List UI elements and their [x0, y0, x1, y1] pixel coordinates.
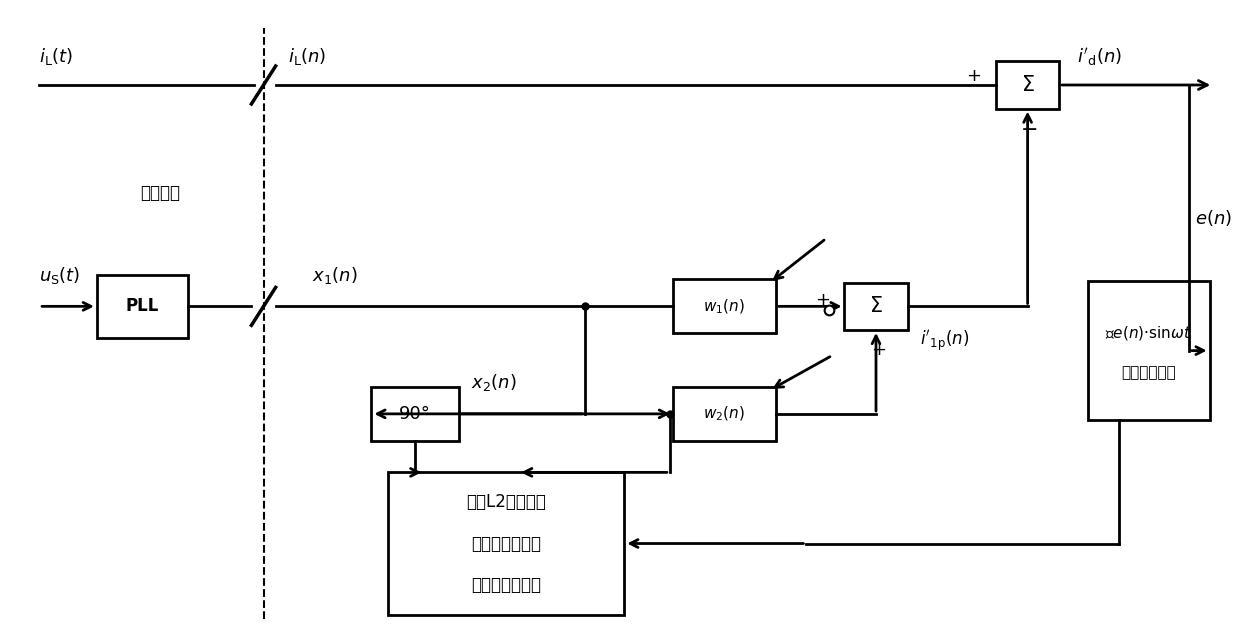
Text: 同步采样: 同步采样	[140, 184, 181, 202]
Text: $i'_\mathrm{d}(n)$: $i'_\mathrm{d}(n)$	[1078, 45, 1123, 68]
Text: 步长自适应算法: 步长自适应算法	[471, 575, 541, 593]
Text: 90°: 90°	[399, 405, 431, 423]
Bar	[1088, 281, 1209, 420]
Bar	[372, 387, 458, 441]
Text: 正跟踪误差的变: 正跟踪误差的变	[471, 535, 541, 553]
Bar	[845, 283, 907, 330]
Text: $e(n)$: $e(n)$	[1194, 208, 1232, 228]
Text: $x_1(n)$: $x_1(n)$	[312, 265, 358, 286]
Text: $i_\mathrm{L}(t)$: $i_\mathrm{L}(t)$	[40, 46, 73, 67]
Bar	[996, 61, 1059, 108]
Text: $x_2(n)$: $x_2(n)$	[471, 372, 517, 393]
Text: −: −	[1021, 120, 1038, 140]
Text: +: +	[966, 66, 981, 84]
Text: PLL: PLL	[125, 297, 159, 315]
Text: +: +	[815, 291, 830, 309]
Text: $\Sigma$: $\Sigma$	[869, 297, 883, 316]
Bar	[97, 275, 188, 338]
Text: $\Sigma$: $\Sigma$	[1021, 75, 1035, 95]
Text: +: +	[871, 341, 886, 359]
Bar	[673, 279, 776, 333]
Bar	[673, 387, 776, 441]
Text: 进行积分处理: 进行积分处理	[1121, 366, 1176, 380]
Text: $u_\mathrm{S}(t)$: $u_\mathrm{S}(t)$	[40, 265, 81, 286]
Text: $i_\mathrm{L}(n)$: $i_\mathrm{L}(n)$	[287, 46, 326, 67]
Text: $w_2(n)$: $w_2(n)$	[704, 404, 746, 423]
Text: $i'_{1\mathrm{p}}(n)$: $i'_{1\mathrm{p}}(n)$	[919, 329, 969, 353]
Text: 基于L2范数和真: 基于L2范数和真	[466, 493, 546, 512]
Bar	[388, 472, 624, 614]
Text: $w_1(n)$: $w_1(n)$	[704, 297, 746, 316]
Text: 对$e(n)$·sin$\omega t$: 对$e(n)$·sin$\omega t$	[1105, 324, 1192, 342]
